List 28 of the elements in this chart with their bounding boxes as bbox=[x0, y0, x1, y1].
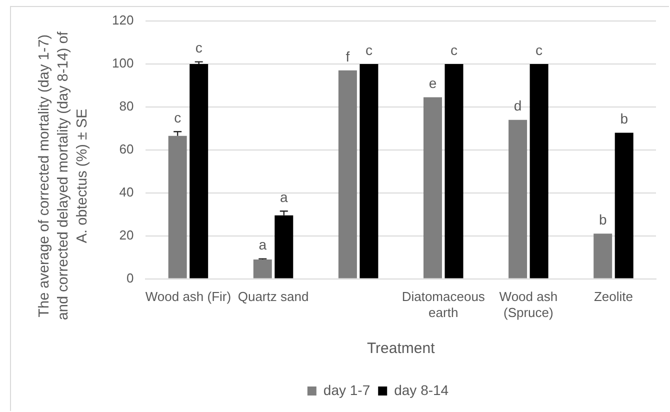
y-axis-title: The average of corrected mortality (day 1-7) and corrected delayed mortality (day 8-14) of A. obtectus (%) ± SE bbox=[36, 30, 90, 320]
legend-label: day 1-7 bbox=[323, 382, 370, 398]
data-label: c bbox=[536, 42, 543, 58]
x-tick-label: Zeolite bbox=[594, 289, 633, 304]
data-label: a bbox=[280, 188, 288, 205]
y-tick-label: 100 bbox=[112, 56, 134, 71]
data-label: b bbox=[620, 110, 628, 127]
y-tick-label: 80 bbox=[119, 98, 134, 114]
y-tick-label: 20 bbox=[119, 227, 134, 242]
y-tick-label: 120 bbox=[112, 12, 134, 28]
data-label: c bbox=[450, 42, 458, 58]
legend-label: day 8-14 bbox=[394, 382, 449, 398]
data-label: c bbox=[195, 40, 202, 56]
data-label: f bbox=[346, 48, 350, 64]
x-tick-label: Wood ash (Spruce) bbox=[499, 289, 558, 320]
data-label: e bbox=[428, 75, 437, 92]
x-tick-label: Quartz sand bbox=[238, 289, 309, 304]
y-tick-label: 40 bbox=[119, 184, 134, 200]
data-label: c bbox=[174, 110, 182, 126]
y-tick-label: 0 bbox=[126, 270, 134, 286]
y-tick-label: 60 bbox=[119, 141, 134, 156]
data-label: a bbox=[258, 236, 267, 253]
x-tick-label: Diatomaceous earth bbox=[402, 289, 486, 320]
data-label: c bbox=[365, 42, 372, 58]
x-axis-title: Treatment bbox=[366, 340, 436, 358]
x-tick-label: Wood ash (Fir) bbox=[145, 289, 232, 304]
data-label: b bbox=[598, 212, 607, 228]
data-label: d bbox=[514, 98, 522, 114]
